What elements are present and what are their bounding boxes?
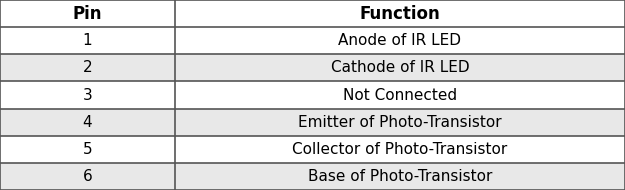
Text: Not Connected: Not Connected <box>343 88 457 102</box>
Bar <box>0 136 175 163</box>
Text: 5: 5 <box>82 142 92 157</box>
Text: 6: 6 <box>82 169 92 184</box>
Text: 4: 4 <box>82 115 92 130</box>
Bar <box>0 163 175 190</box>
Text: Cathode of IR LED: Cathode of IR LED <box>331 60 469 75</box>
Text: 2: 2 <box>82 60 92 75</box>
Text: Base of Photo-Transistor: Base of Photo-Transistor <box>308 169 492 184</box>
Bar <box>0 82 175 108</box>
Text: Collector of Photo-Transistor: Collector of Photo-Transistor <box>292 142 508 157</box>
Bar <box>175 27 625 54</box>
Bar <box>0 54 175 82</box>
Bar <box>175 163 625 190</box>
Text: Pin: Pin <box>72 5 102 23</box>
Text: Emitter of Photo-Transistor: Emitter of Photo-Transistor <box>298 115 502 130</box>
Text: Function: Function <box>359 5 441 23</box>
Bar <box>0 108 175 136</box>
Text: 3: 3 <box>82 88 92 102</box>
Bar <box>175 136 625 163</box>
Text: 1: 1 <box>82 33 92 48</box>
Bar <box>0 27 175 54</box>
Text: Anode of IR LED: Anode of IR LED <box>339 33 461 48</box>
Bar <box>175 54 625 82</box>
Bar <box>175 108 625 136</box>
Bar <box>175 0 625 27</box>
Bar <box>0 0 175 27</box>
Bar <box>175 82 625 108</box>
